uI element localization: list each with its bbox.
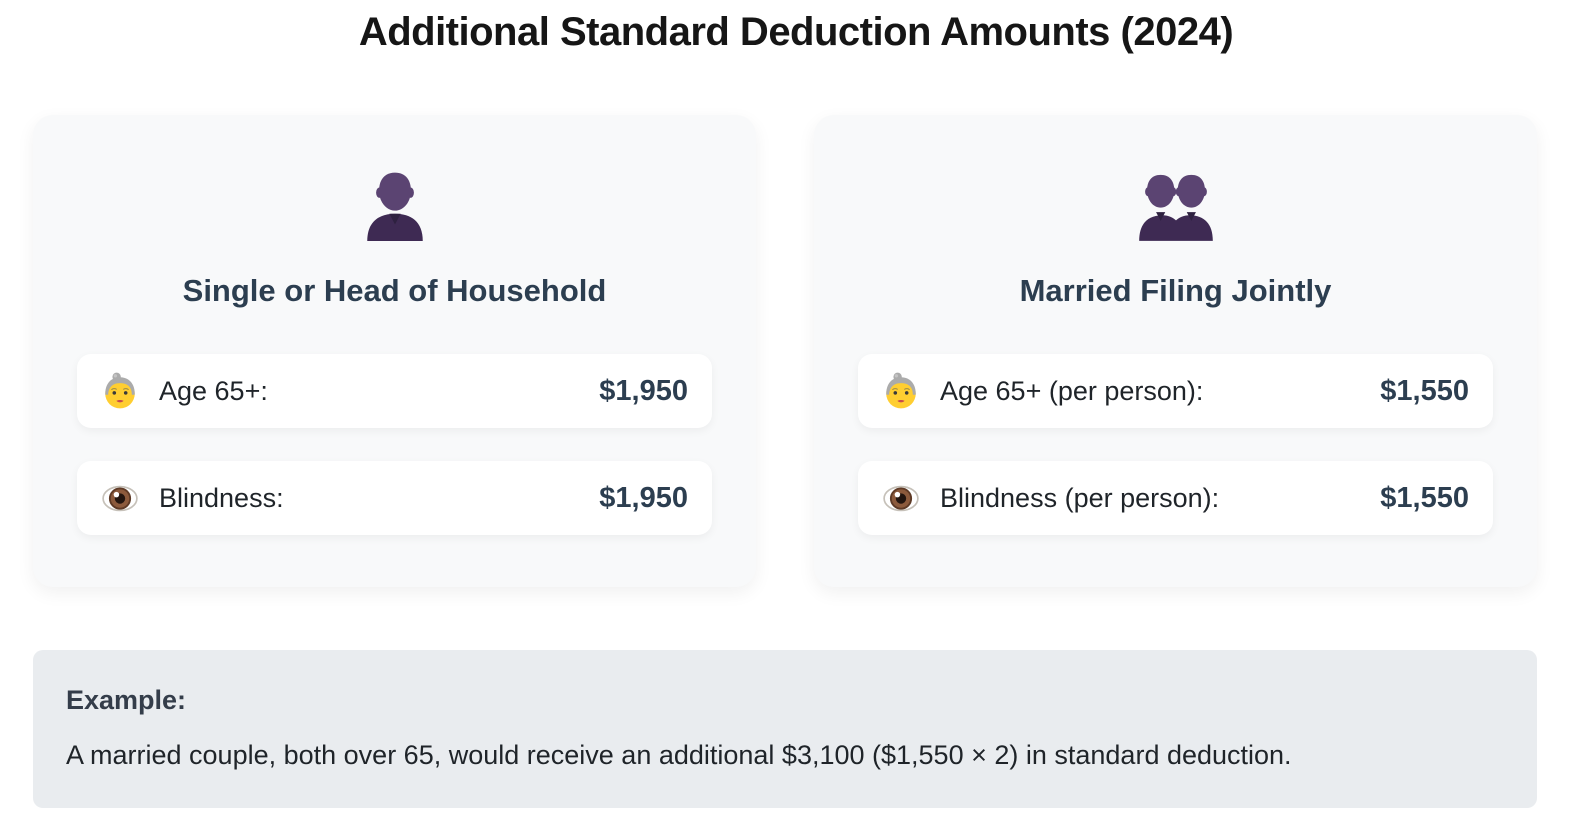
deduction-label: Blindness: xyxy=(159,482,284,513)
card-married-filing-jointly: Married Filing Jointly Age 65+ (per pers… xyxy=(814,115,1537,587)
infographic-page: Additional Standard Deduction Amounts (2… xyxy=(33,10,1537,808)
example-text: A married couple, both over 65, would re… xyxy=(66,740,1292,770)
card-heading: Single or Head of Household xyxy=(182,273,607,308)
eye-emoji xyxy=(101,479,139,517)
two-people-icon xyxy=(858,165,1493,243)
deduction-value: $1,550 xyxy=(1380,481,1469,514)
older-woman-emoji xyxy=(101,372,139,410)
single-person-icon xyxy=(77,165,712,243)
filing-status-cards: Single or Head of Household Age 65+: $1,… xyxy=(33,115,1537,587)
example-callout: Example: A married couple, both over 65,… xyxy=(33,650,1537,808)
deduction-row-age65: Age 65+: $1,950 xyxy=(77,354,712,428)
deduction-label: Age 65+: xyxy=(159,375,268,406)
older-woman-emoji xyxy=(882,372,920,410)
deduction-value: $1,950 xyxy=(599,374,688,407)
deduction-label: Blindness (per person): xyxy=(940,482,1220,513)
card-heading: Married Filing Jointly xyxy=(1019,273,1332,308)
card-single-or-hoh: Single or Head of Household Age 65+: $1,… xyxy=(33,115,756,587)
deduction-value: $1,550 xyxy=(1380,374,1469,407)
deduction-row-blindness: Blindness (per person): $1,550 xyxy=(858,461,1493,535)
deduction-row-blindness: Blindness: $1,950 xyxy=(77,461,712,535)
page-title: Additional Standard Deduction Amounts (2… xyxy=(358,10,1234,54)
example-heading: Example: xyxy=(66,685,187,715)
deduction-row-age65: Age 65+ (per person): $1,550 xyxy=(858,354,1493,428)
deduction-value: $1,950 xyxy=(599,481,688,514)
deduction-label: Age 65+ (per person): xyxy=(940,375,1204,406)
eye-emoji xyxy=(882,479,920,517)
